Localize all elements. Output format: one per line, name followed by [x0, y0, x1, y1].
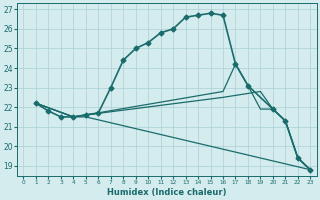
- X-axis label: Humidex (Indice chaleur): Humidex (Indice chaleur): [107, 188, 227, 197]
